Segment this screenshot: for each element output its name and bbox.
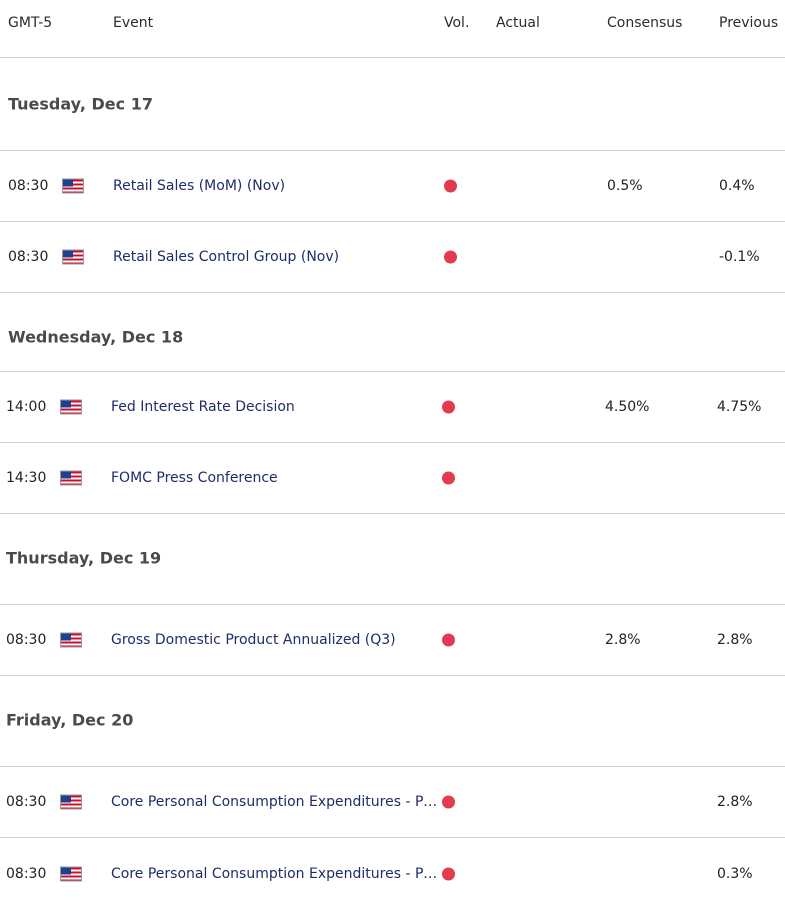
event-row[interactable]: 08:30 Gross Domestic Product Annualized … <box>0 605 785 676</box>
high-volatility-icon <box>442 867 455 880</box>
header-event: Event <box>113 15 154 31</box>
high-volatility-icon <box>442 471 455 485</box>
header-timezone: GMT-5 <box>8 15 53 31</box>
day-header-tuesday: Tuesday, Dec 17 <box>0 58 785 151</box>
day-label: Friday, Dec 20 <box>6 710 134 730</box>
us-flag-icon <box>60 470 82 486</box>
event-time: 08:30 <box>8 178 49 194</box>
high-volatility-icon <box>444 179 457 193</box>
event-name-link[interactable]: Gross Domestic Product Annualized (Q3) <box>111 632 396 648</box>
header-volatility: Vol. <box>444 15 470 31</box>
header-actual: Actual <box>496 15 540 31</box>
event-name-link[interactable]: Retail Sales (MoM) (Nov) <box>113 178 286 194</box>
event-row[interactable]: 14:30 FOMC Press Conference <box>0 443 785 514</box>
previous-value: 0.3% <box>717 865 753 882</box>
day-label: Wednesday, Dec 18 <box>8 327 184 347</box>
day-header-thursday: Thursday, Dec 19 <box>0 514 785 605</box>
day-label: Thursday, Dec 19 <box>6 548 162 568</box>
high-volatility-icon <box>442 400 455 414</box>
day-header-wednesday: Wednesday, Dec 18 <box>0 293 785 372</box>
day-header-friday: Friday, Dec 20 <box>0 676 785 767</box>
event-row[interactable]: 08:30 Core Personal Consumption Expendit… <box>0 767 785 838</box>
previous-value: 2.8% <box>717 794 753 810</box>
us-flag-icon <box>60 632 82 648</box>
event-row[interactable]: 08:30 Retail Sales (MoM) (Nov) 0.5% 0.4% <box>0 151 785 222</box>
previous-value: -0.1% <box>719 249 760 265</box>
event-row[interactable]: 08:30 Core Personal Consumption Expendit… <box>0 838 785 909</box>
event-name-link[interactable]: Core Personal Consumption Expenditures -… <box>111 794 441 810</box>
event-name-link[interactable]: Core Personal Consumption Expenditures -… <box>111 865 441 882</box>
event-time: 08:30 <box>6 794 47 810</box>
previous-value: 4.75% <box>717 399 762 415</box>
previous-value: 2.8% <box>717 632 753 648</box>
day-label: Tuesday, Dec 17 <box>8 94 153 114</box>
event-name-link[interactable]: FOMC Press Conference <box>111 470 278 486</box>
event-time: 08:30 <box>6 865 47 882</box>
previous-value: 0.4% <box>719 178 755 194</box>
us-flag-icon <box>62 249 84 265</box>
event-row[interactable]: 08:30 Retail Sales Control Group (Nov) -… <box>0 222 785 293</box>
consensus-value: 4.50% <box>605 399 650 415</box>
high-volatility-icon <box>442 633 455 647</box>
consensus-value: 2.8% <box>605 632 641 648</box>
us-flag-icon <box>62 178 84 194</box>
high-volatility-icon <box>444 250 457 264</box>
high-volatility-icon <box>442 795 455 809</box>
header-previous: Previous <box>719 15 779 31</box>
event-time: 08:30 <box>8 249 49 265</box>
event-time: 08:30 <box>6 632 47 648</box>
event-name-link[interactable]: Retail Sales Control Group (Nov) <box>113 249 340 265</box>
us-flag-icon <box>60 794 82 810</box>
header-consensus: Consensus <box>607 15 683 31</box>
consensus-value: 0.5% <box>607 178 643 194</box>
us-flag-icon <box>60 866 82 881</box>
event-time: 14:00 <box>6 399 47 415</box>
us-flag-icon <box>60 399 82 415</box>
event-name-link[interactable]: Fed Interest Rate Decision <box>111 399 295 415</box>
table-header: GMT-5 Event Vol. Actual Consensus Previo… <box>0 0 785 58</box>
event-row[interactable]: 14:00 Fed Interest Rate Decision 4.50% 4… <box>0 372 785 443</box>
event-time: 14:30 <box>6 470 47 486</box>
